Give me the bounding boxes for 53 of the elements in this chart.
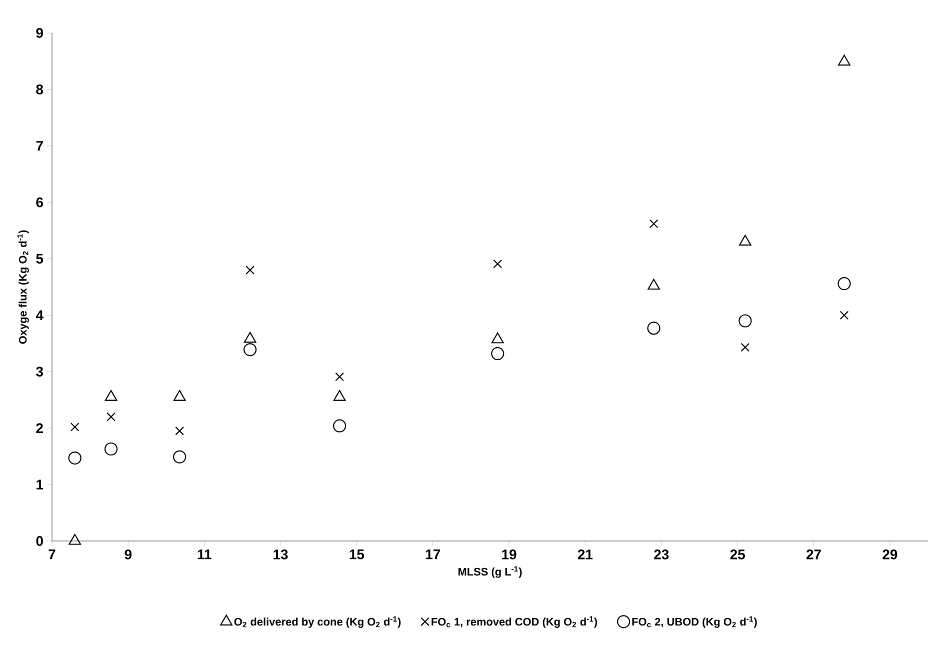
x-tick-label: 27 xyxy=(806,550,821,560)
y-tick-label: 6 xyxy=(36,197,43,208)
point xyxy=(840,310,849,320)
point xyxy=(68,451,82,465)
y-tick-label: 7 xyxy=(36,141,43,151)
x-tick-label: 17 xyxy=(426,550,440,560)
legend-label: FO$_{c}$ 2, UBOD (Kg O$_{2}$ d$^{-1}$) xyxy=(632,616,757,628)
point xyxy=(70,422,80,432)
point xyxy=(244,332,256,343)
legend-label: FO$_{c}$ 1, removed COD (Kg O$_{2}$ d$^{-1}$) xyxy=(432,616,598,628)
y-axis-title: Oxyge flux (Kg O$_{2}$ d$^{-1}$) xyxy=(17,230,29,344)
point xyxy=(838,54,850,66)
point xyxy=(333,419,346,432)
point xyxy=(106,412,116,422)
x-tick-label: 15 xyxy=(350,550,364,560)
y-tick-label: 1 xyxy=(36,480,44,490)
x-tick-label: 13 xyxy=(274,550,288,560)
point xyxy=(491,332,504,344)
point xyxy=(740,342,750,352)
legend-label: O$_{2}$ delivered by cone (Kg O$_{2}$ d$^{-1}$) xyxy=(234,616,401,628)
y-tick-label: 9 xyxy=(36,28,43,38)
y-tick-label: 0 xyxy=(36,536,43,546)
point xyxy=(335,372,344,382)
x-axis-title: MLSS (g L$^{-1}$) xyxy=(458,566,522,578)
y-tick-label: 4 xyxy=(36,310,44,320)
x-tick-label: 25 xyxy=(730,550,745,560)
point xyxy=(104,442,118,456)
point xyxy=(739,234,752,246)
x-tick-label: 9 xyxy=(124,550,132,560)
x-tick-label: 7 xyxy=(48,550,56,560)
x-tick-label: 21 xyxy=(578,550,593,560)
y-tick-label: 3 xyxy=(36,366,43,377)
point xyxy=(649,219,658,228)
x-tick-label: 11 xyxy=(198,550,212,560)
point xyxy=(333,390,346,401)
x-tick-label: 29 xyxy=(882,550,898,560)
x-tick-label: 19 xyxy=(502,550,516,560)
point xyxy=(648,278,660,290)
point xyxy=(246,266,254,275)
point xyxy=(838,277,851,290)
point xyxy=(493,259,502,268)
point xyxy=(173,390,186,401)
point xyxy=(175,426,184,436)
point xyxy=(491,347,504,360)
point xyxy=(104,390,118,401)
y-tick-label: 8 xyxy=(36,84,44,94)
point xyxy=(244,343,257,356)
x-tick-label: 23 xyxy=(654,550,669,560)
point xyxy=(647,322,660,335)
y-tick-label: 5 xyxy=(36,254,44,264)
y-tick-label: 2 xyxy=(36,423,43,433)
point xyxy=(173,450,186,464)
point xyxy=(738,314,752,328)
